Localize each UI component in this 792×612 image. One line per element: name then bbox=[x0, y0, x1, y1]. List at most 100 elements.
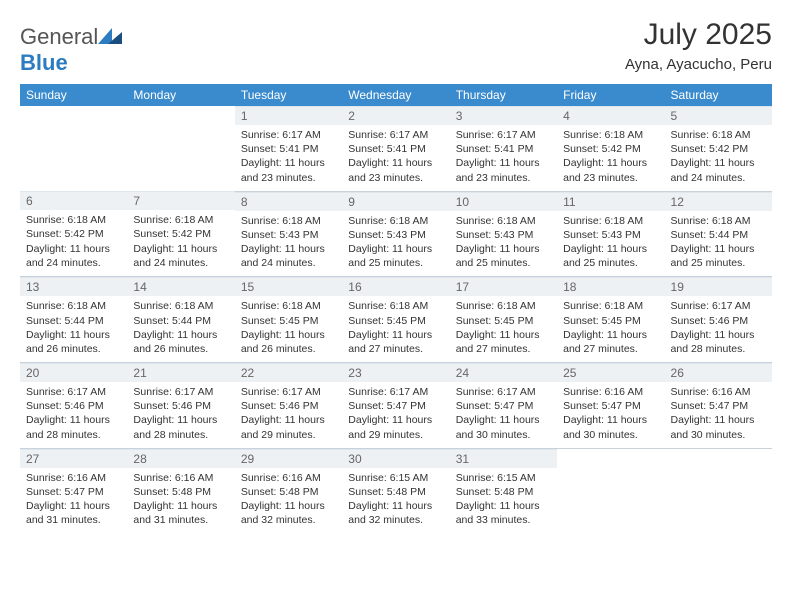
day-detail-text: Sunrise: 6:18 AMSunset: 5:44 PMDaylight:… bbox=[665, 211, 772, 277]
calendar-day-cell: 14Sunrise: 6:18 AMSunset: 5:44 PMDayligh… bbox=[127, 277, 234, 363]
calendar-day-cell: 6Sunrise: 6:18 AMSunset: 5:42 PMDaylight… bbox=[20, 191, 127, 277]
calendar-table: Sunday Monday Tuesday Wednesday Thursday… bbox=[20, 84, 772, 533]
day-detail-text: Sunrise: 6:17 AMSunset: 5:46 PMDaylight:… bbox=[127, 382, 234, 448]
day-detail-text: Sunrise: 6:18 AMSunset: 5:43 PMDaylight:… bbox=[342, 211, 449, 277]
calendar-day-cell: 21Sunrise: 6:17 AMSunset: 5:46 PMDayligh… bbox=[127, 363, 234, 449]
calendar-day-cell: 24Sunrise: 6:17 AMSunset: 5:47 PMDayligh… bbox=[450, 363, 557, 449]
calendar-day-cell: 12Sunrise: 6:18 AMSunset: 5:44 PMDayligh… bbox=[665, 191, 772, 277]
day-detail-text: Sunrise: 6:18 AMSunset: 5:44 PMDaylight:… bbox=[20, 296, 127, 362]
day-number: 28 bbox=[127, 449, 234, 468]
calendar-day-cell: 4Sunrise: 6:18 AMSunset: 5:42 PMDaylight… bbox=[557, 106, 664, 191]
day-detail-text: Sunrise: 6:18 AMSunset: 5:43 PMDaylight:… bbox=[235, 211, 342, 277]
day-detail-text: Sunrise: 6:17 AMSunset: 5:47 PMDaylight:… bbox=[342, 382, 449, 448]
day-number: 26 bbox=[665, 363, 772, 382]
calendar-day-cell: 23Sunrise: 6:17 AMSunset: 5:47 PMDayligh… bbox=[342, 363, 449, 449]
calendar-day-cell: 8Sunrise: 6:18 AMSunset: 5:43 PMDaylight… bbox=[235, 191, 342, 277]
day-number: 11 bbox=[557, 192, 664, 211]
day-detail-text: Sunrise: 6:18 AMSunset: 5:42 PMDaylight:… bbox=[127, 210, 234, 276]
day-number: 7 bbox=[127, 191, 234, 210]
day-detail-text: Sunrise: 6:17 AMSunset: 5:46 PMDaylight:… bbox=[235, 382, 342, 448]
weekday-header: Sunday bbox=[20, 84, 127, 106]
calendar-day-cell: 28Sunrise: 6:16 AMSunset: 5:48 PMDayligh… bbox=[127, 448, 234, 533]
day-detail-text: Sunrise: 6:16 AMSunset: 5:47 PMDaylight:… bbox=[665, 382, 772, 448]
day-number: 12 bbox=[665, 192, 772, 211]
calendar-day-cell: 15Sunrise: 6:18 AMSunset: 5:45 PMDayligh… bbox=[235, 277, 342, 363]
calendar-day-cell: 31Sunrise: 6:15 AMSunset: 5:48 PMDayligh… bbox=[450, 448, 557, 533]
calendar-day-cell: . bbox=[557, 448, 664, 533]
logo-text: General Blue bbox=[20, 24, 126, 76]
calendar-day-cell: 11Sunrise: 6:18 AMSunset: 5:43 PMDayligh… bbox=[557, 191, 664, 277]
day-number: 30 bbox=[342, 449, 449, 468]
calendar-day-cell: 10Sunrise: 6:18 AMSunset: 5:43 PMDayligh… bbox=[450, 191, 557, 277]
day-number: 10 bbox=[450, 192, 557, 211]
day-number: 1 bbox=[235, 106, 342, 125]
calendar-day-cell: 20Sunrise: 6:17 AMSunset: 5:46 PMDayligh… bbox=[20, 363, 127, 449]
weekday-header: Tuesday bbox=[235, 84, 342, 106]
day-detail-text: Sunrise: 6:16 AMSunset: 5:47 PMDaylight:… bbox=[557, 382, 664, 448]
day-detail-text: Sunrise: 6:16 AMSunset: 5:47 PMDaylight:… bbox=[20, 468, 127, 534]
day-number: 9 bbox=[342, 192, 449, 211]
day-detail-text: Sunrise: 6:17 AMSunset: 5:46 PMDaylight:… bbox=[665, 296, 772, 362]
calendar-day-cell: . bbox=[665, 448, 772, 533]
day-number: 18 bbox=[557, 277, 664, 296]
day-number: 19 bbox=[665, 277, 772, 296]
calendar-day-cell: 7Sunrise: 6:18 AMSunset: 5:42 PMDaylight… bbox=[127, 191, 234, 277]
calendar-week-row: 13Sunrise: 6:18 AMSunset: 5:44 PMDayligh… bbox=[20, 277, 772, 363]
day-detail-text: Sunrise: 6:18 AMSunset: 5:45 PMDaylight:… bbox=[557, 296, 664, 362]
day-number: 15 bbox=[235, 277, 342, 296]
day-number: 13 bbox=[20, 277, 127, 296]
calendar-day-cell: 16Sunrise: 6:18 AMSunset: 5:45 PMDayligh… bbox=[342, 277, 449, 363]
day-number: 2 bbox=[342, 106, 449, 125]
weekday-header: Wednesday bbox=[342, 84, 449, 106]
location-subtitle: Ayna, Ayacucho, Peru bbox=[625, 56, 772, 73]
day-detail-text: Sunrise: 6:16 AMSunset: 5:48 PMDaylight:… bbox=[235, 468, 342, 534]
calendar-day-cell: 30Sunrise: 6:15 AMSunset: 5:48 PMDayligh… bbox=[342, 448, 449, 533]
day-detail-text: Sunrise: 6:18 AMSunset: 5:45 PMDaylight:… bbox=[235, 296, 342, 362]
day-number: 16 bbox=[342, 277, 449, 296]
day-number: 20 bbox=[20, 363, 127, 382]
calendar-day-cell: 29Sunrise: 6:16 AMSunset: 5:48 PMDayligh… bbox=[235, 448, 342, 533]
calendar-week-row: . . 1Sunrise: 6:17 AMSunset: 5:41 PMDayl… bbox=[20, 106, 772, 191]
calendar-day-cell: 19Sunrise: 6:17 AMSunset: 5:46 PMDayligh… bbox=[665, 277, 772, 363]
day-number: 24 bbox=[450, 363, 557, 382]
day-detail-text: Sunrise: 6:17 AMSunset: 5:41 PMDaylight:… bbox=[450, 125, 557, 191]
day-detail-text: Sunrise: 6:18 AMSunset: 5:44 PMDaylight:… bbox=[127, 296, 234, 362]
calendar-day-cell: 27Sunrise: 6:16 AMSunset: 5:47 PMDayligh… bbox=[20, 448, 127, 533]
calendar-day-cell: 9Sunrise: 6:18 AMSunset: 5:43 PMDaylight… bbox=[342, 191, 449, 277]
logo-word2: Blue bbox=[20, 50, 68, 75]
calendar-week-row: 6Sunrise: 6:18 AMSunset: 5:42 PMDaylight… bbox=[20, 191, 772, 277]
weekday-header: Friday bbox=[557, 84, 664, 106]
calendar-page: General Blue July 2025 Ayna, Ayacucho, P… bbox=[0, 0, 792, 533]
day-number: 14 bbox=[127, 277, 234, 296]
calendar-week-row: 27Sunrise: 6:16 AMSunset: 5:47 PMDayligh… bbox=[20, 448, 772, 533]
day-detail-text: Sunrise: 6:18 AMSunset: 5:42 PMDaylight:… bbox=[557, 125, 664, 191]
day-number: 4 bbox=[557, 106, 664, 125]
weekday-header: Thursday bbox=[450, 84, 557, 106]
calendar-day-cell: 26Sunrise: 6:16 AMSunset: 5:47 PMDayligh… bbox=[665, 363, 772, 449]
weekday-header-row: Sunday Monday Tuesday Wednesday Thursday… bbox=[20, 84, 772, 106]
day-number: 8 bbox=[235, 192, 342, 211]
title-block: July 2025 Ayna, Ayacucho, Peru bbox=[625, 18, 772, 73]
day-detail-text: Sunrise: 6:17 AMSunset: 5:46 PMDaylight:… bbox=[20, 382, 127, 448]
logo-word1: General bbox=[20, 24, 98, 49]
day-detail-text: Sunrise: 6:18 AMSunset: 5:43 PMDaylight:… bbox=[557, 211, 664, 277]
day-number: 31 bbox=[450, 449, 557, 468]
day-number: 6 bbox=[20, 191, 127, 210]
calendar-day-cell: . bbox=[127, 106, 234, 191]
day-number: 25 bbox=[557, 363, 664, 382]
day-detail-text: Sunrise: 6:18 AMSunset: 5:42 PMDaylight:… bbox=[665, 125, 772, 191]
weekday-header: Monday bbox=[127, 84, 234, 106]
day-detail-text: Sunrise: 6:15 AMSunset: 5:48 PMDaylight:… bbox=[450, 468, 557, 534]
weekday-header: Saturday bbox=[665, 84, 772, 106]
calendar-day-cell: . bbox=[20, 106, 127, 191]
calendar-day-cell: 2Sunrise: 6:17 AMSunset: 5:41 PMDaylight… bbox=[342, 106, 449, 191]
day-number: 5 bbox=[665, 106, 772, 125]
calendar-day-cell: 1Sunrise: 6:17 AMSunset: 5:41 PMDaylight… bbox=[235, 106, 342, 191]
day-number: 27 bbox=[20, 449, 127, 468]
day-detail-text: Sunrise: 6:17 AMSunset: 5:41 PMDaylight:… bbox=[235, 125, 342, 191]
day-number: 22 bbox=[235, 363, 342, 382]
header: General Blue July 2025 Ayna, Ayacucho, P… bbox=[20, 18, 772, 76]
logo-triangle-icon bbox=[98, 24, 126, 44]
day-detail-text: Sunrise: 6:18 AMSunset: 5:43 PMDaylight:… bbox=[450, 211, 557, 277]
calendar-day-cell: 22Sunrise: 6:17 AMSunset: 5:46 PMDayligh… bbox=[235, 363, 342, 449]
